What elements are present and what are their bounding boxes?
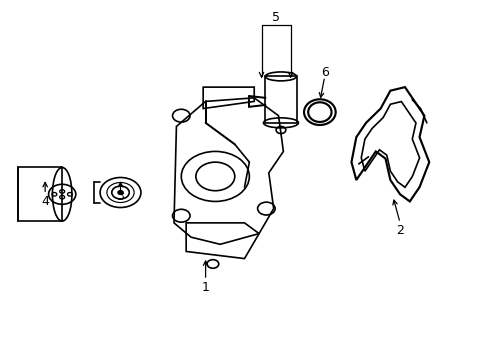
Text: 2: 2	[395, 224, 403, 237]
Text: 3: 3	[116, 190, 124, 203]
Text: 1: 1	[201, 281, 209, 294]
Circle shape	[118, 191, 122, 194]
Text: 5: 5	[271, 11, 280, 24]
Text: 6: 6	[320, 66, 328, 79]
Text: 4: 4	[41, 195, 49, 208]
